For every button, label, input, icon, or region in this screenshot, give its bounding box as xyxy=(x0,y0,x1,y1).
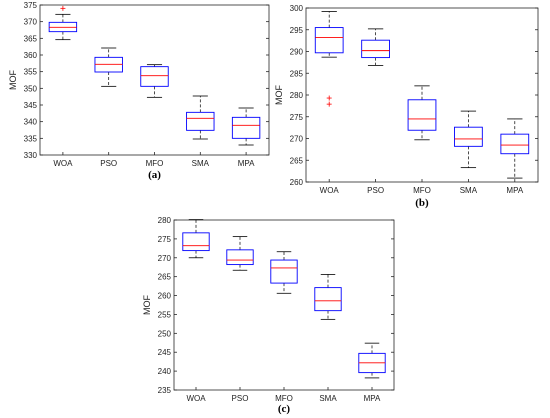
x-tick-label: PSO xyxy=(367,186,384,195)
y-tick-label: 370 xyxy=(24,18,38,27)
x-tick-label: WOA xyxy=(320,186,340,195)
box-pso xyxy=(361,28,390,66)
y-tick-label: 365 xyxy=(24,34,38,43)
box-mfo xyxy=(270,251,298,294)
plot-frame xyxy=(305,7,539,183)
box-body xyxy=(314,287,342,312)
x-tick-label: MPA xyxy=(364,394,381,403)
x-tick-label: MFO xyxy=(146,159,164,168)
y-tick-label: 260 xyxy=(290,178,304,187)
x-tick-label: MFO xyxy=(413,186,431,195)
y-tick-label: 275 xyxy=(290,113,304,122)
x-tick-label: SMA xyxy=(460,186,478,195)
y-tick-label: 360 xyxy=(24,51,38,60)
chart-panel: 235 240 245 250 255 260 265 270 275 280 MOF WOA PSO M… xyxy=(142,216,395,415)
box-body xyxy=(186,111,215,131)
y-tick-label: 330 xyxy=(24,151,38,160)
y-tick-label: 355 xyxy=(24,68,38,77)
y-axis-label: MOF xyxy=(8,70,18,90)
y-tick-label: 265 xyxy=(290,156,304,165)
panel-label: (a) xyxy=(148,169,161,181)
y-tick-label: 280 xyxy=(290,91,304,100)
box-woa xyxy=(314,11,344,107)
y-axis-label: MOF xyxy=(142,295,152,315)
x-tick-label: SMA xyxy=(192,159,210,168)
box-sma xyxy=(186,95,215,140)
x-tick-label: MPA xyxy=(506,186,523,195)
y-tick-label: 300 xyxy=(290,4,304,13)
box-mfo xyxy=(407,85,437,141)
y-tick-label: 375 xyxy=(24,1,38,10)
y-tick-label: 340 xyxy=(24,118,38,127)
y-tick-label: 265 xyxy=(158,273,172,282)
box-sma xyxy=(314,273,342,320)
box-pso xyxy=(226,236,254,271)
y-tick-label: 255 xyxy=(158,310,172,319)
y-tick-label: 275 xyxy=(158,235,172,244)
y-tick-label: 235 xyxy=(158,386,172,395)
y-tick-label: 240 xyxy=(158,367,172,376)
box-body xyxy=(454,126,483,147)
box-mpa xyxy=(231,107,261,146)
box-body xyxy=(231,116,261,139)
y-tick-label: 345 xyxy=(24,101,38,110)
box-mfo xyxy=(140,64,169,98)
box-body xyxy=(226,249,254,266)
box-sma xyxy=(454,110,483,169)
y-tick-label: 295 xyxy=(290,26,304,35)
y-axis-label: MOF xyxy=(274,85,284,105)
box-body xyxy=(182,232,210,252)
box-mpa xyxy=(500,118,530,179)
outlier-point xyxy=(326,95,332,101)
y-tick-label: 245 xyxy=(158,348,172,357)
x-tick-label: MFO xyxy=(275,394,293,403)
box-woa xyxy=(182,219,210,259)
box-mpa xyxy=(358,342,386,379)
chart-panel: 260 265 270 275 280 285 290 295 300 MOF WOA PSO MFO S… xyxy=(274,4,539,209)
box-body xyxy=(361,39,390,59)
box-body xyxy=(140,66,169,87)
outlier-point xyxy=(60,5,66,11)
x-tick-label: WOA xyxy=(186,394,206,403)
box-body xyxy=(500,133,530,155)
panel-label: (b) xyxy=(415,197,429,209)
y-tick-label: 290 xyxy=(290,48,304,57)
x-tick-label: SMA xyxy=(319,394,337,403)
y-tick-label: 270 xyxy=(290,135,304,144)
box-pso xyxy=(94,47,123,87)
panel-label: (c) xyxy=(278,403,291,415)
x-tick-label: PSO xyxy=(232,394,249,403)
y-tick-label: 335 xyxy=(24,134,38,143)
outlier-point xyxy=(326,101,332,107)
x-tick-label: WOA xyxy=(53,159,73,168)
y-tick-label: 260 xyxy=(158,292,172,301)
x-tick-label: MPA xyxy=(238,159,255,168)
y-tick-label: 280 xyxy=(158,216,172,225)
box-body xyxy=(314,27,344,54)
x-tick-label: PSO xyxy=(100,159,117,168)
y-tick-label: 350 xyxy=(24,84,38,93)
y-tick-label: 270 xyxy=(158,254,172,263)
y-tick-label: 285 xyxy=(290,69,304,78)
box-body xyxy=(270,259,298,284)
box-body xyxy=(407,99,437,131)
chart-panel: 330 335 340 345 350 355 360 365 370 375 MOF WOA PSO M… xyxy=(8,1,270,181)
box-woa xyxy=(48,5,78,41)
y-tick-label: 250 xyxy=(158,329,172,338)
